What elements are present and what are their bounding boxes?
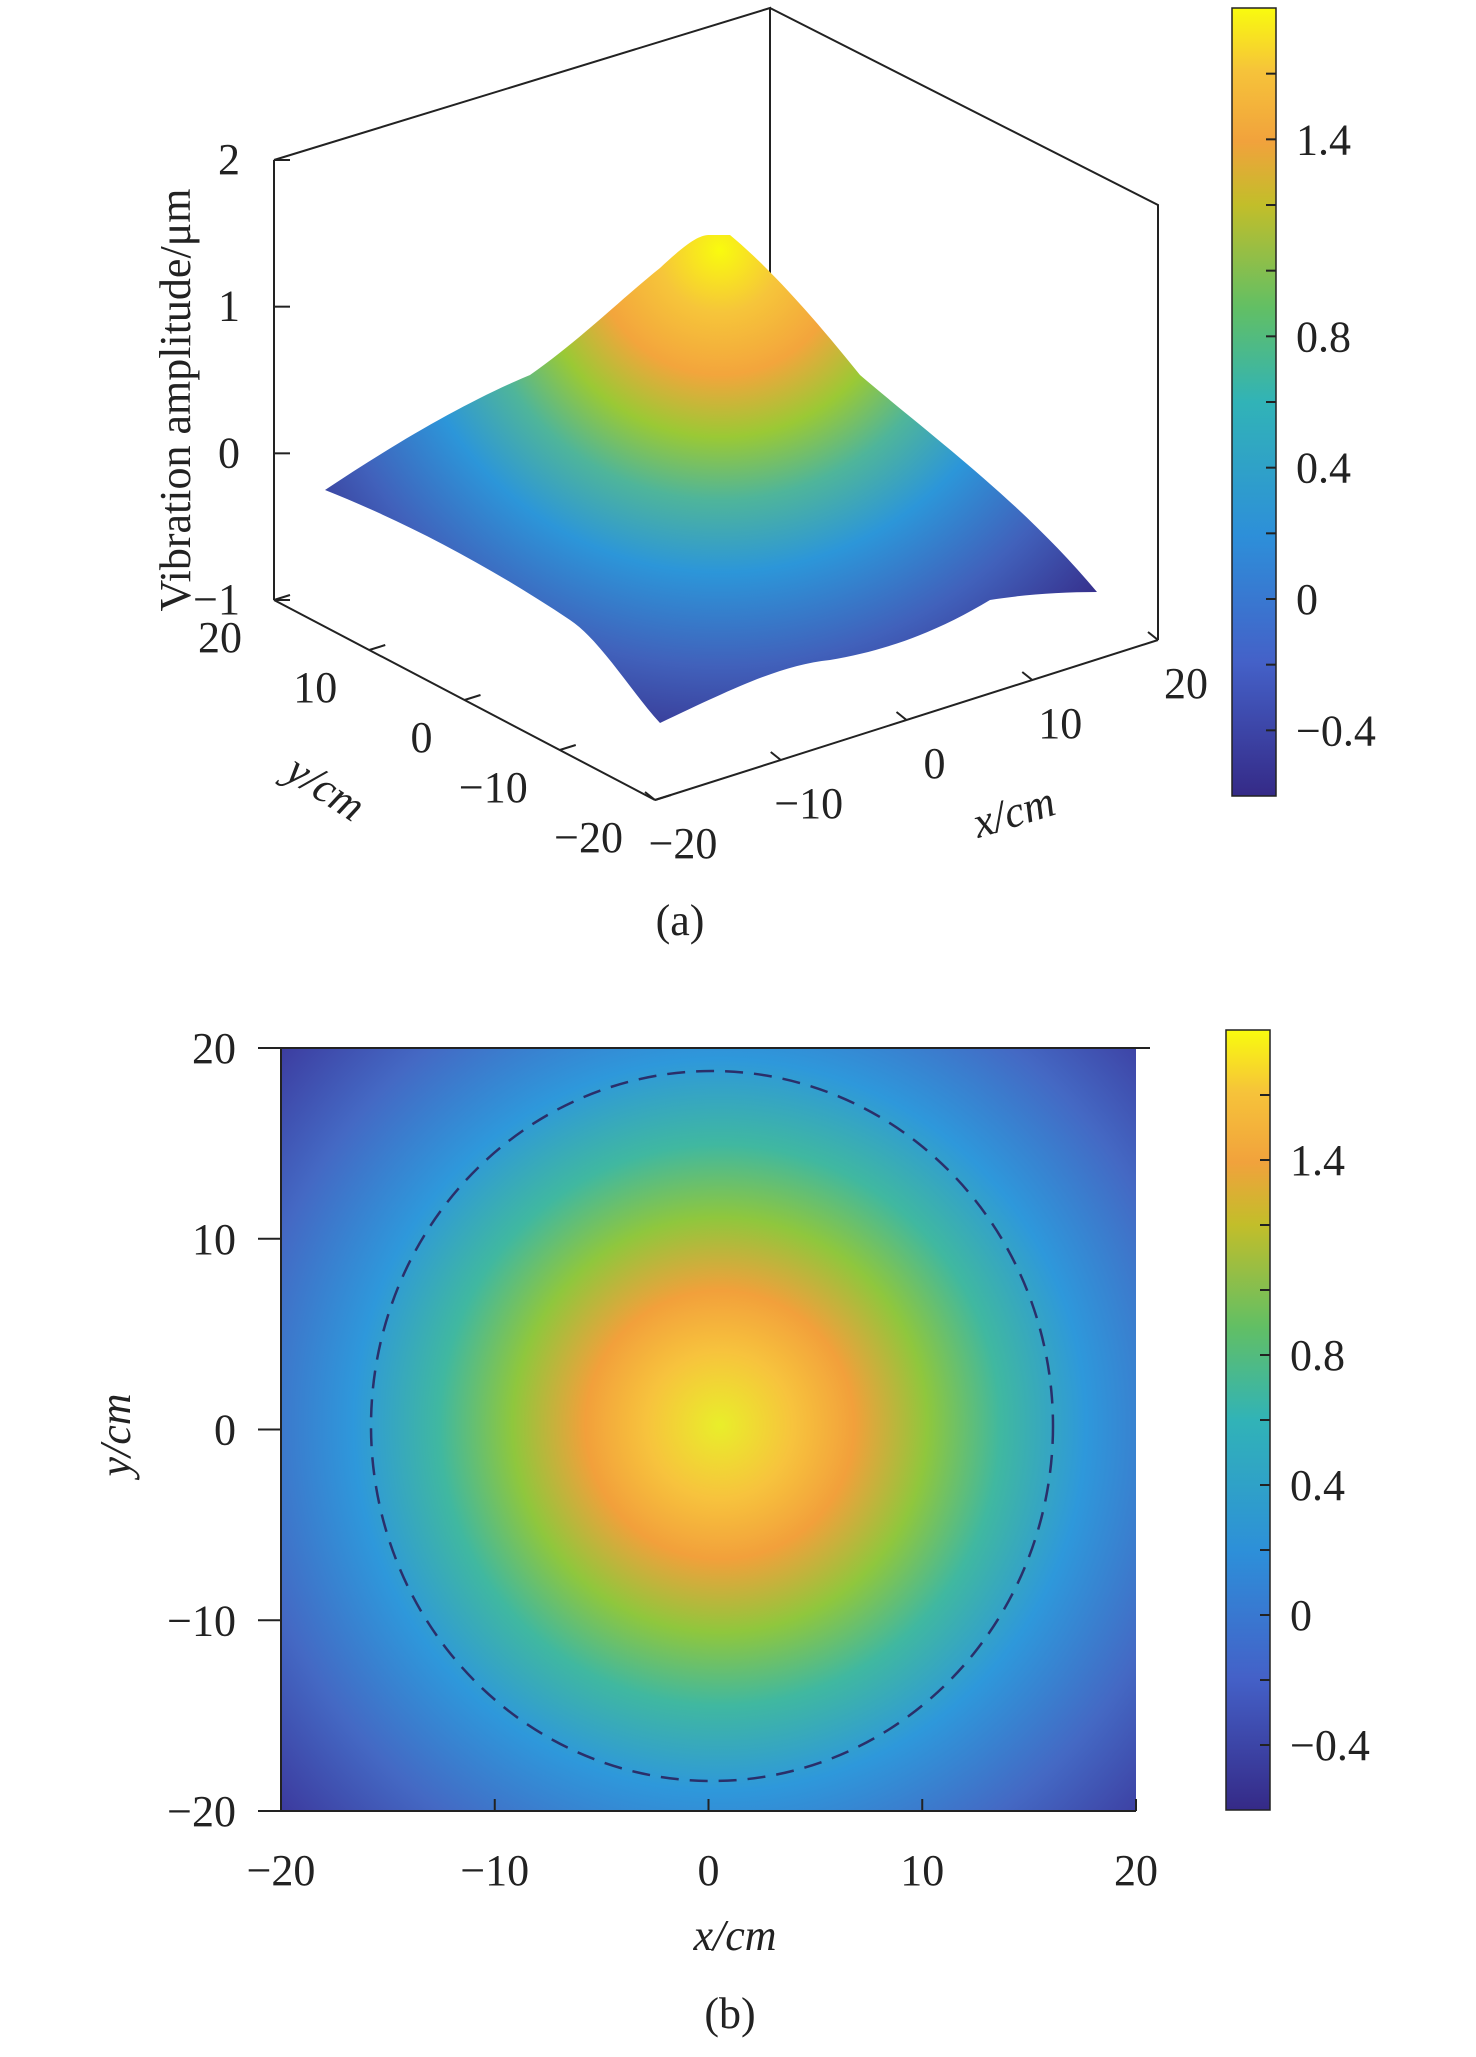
x-tick-label: 10 [1038,699,1082,748]
y-tick-label: 0 [411,713,433,762]
x-tick [644,791,656,801]
box-back-right [769,7,1159,640]
colorbar-tick-label: 0.4 [1290,1461,1345,1510]
x-tick-label-b: −20 [247,1846,316,1895]
colorbar-tick-label: 0.8 [1290,1331,1345,1380]
x-tick-label-b: 0 [698,1846,720,1895]
x-tick-label: 20 [1164,659,1208,708]
z-tick-label: 1 [218,282,240,331]
y-tick-label-b: 20 [192,1024,236,1073]
y-tick [368,644,386,651]
x-tick-label-b: −10 [460,1846,529,1895]
x-tick-label: 0 [924,739,946,788]
x-tick-group: −20 −10 0 10 20 [644,631,1208,868]
y-tick-label: −20 [554,813,623,862]
x-tick-label-b: 10 [900,1846,944,1895]
x-tick-label-b: 20 [1114,1846,1158,1895]
colorbar-b-ticks: 1.4 0.8 0.4 0 −0.4 [1260,1094,1370,1770]
panel-b: −20 −10 0 10 20 −20 −10 0 10 20 x/cm y/cm 1.4 0.8… [91,1024,1370,2038]
y-tick-label: 20 [198,613,242,662]
y-tick-label-b: 10 [192,1215,236,1264]
y-tick [654,794,672,801]
z-tick-label: 2 [218,135,240,184]
z-tick-label: 0 [218,428,240,477]
y-tick [559,744,577,751]
y-tick-group: 20 10 0 −10 −20 [198,594,672,862]
x-tick [1021,671,1033,681]
x-tick [770,751,782,761]
colorbar-tick-label: 0.8 [1296,312,1351,361]
x-tick [1147,631,1159,641]
x-axis-title: x/cm [966,777,1061,848]
x-tick-group-b: −20 −10 0 10 20 [247,1799,1158,1895]
x-tick-label: −20 [649,819,718,868]
z-tick-group: −1 0 1 2 [193,135,290,624]
x-tick-label: −10 [774,779,843,828]
y-tick [464,694,481,701]
y-tick-label-b: −20 [167,1787,236,1836]
colorbar-tick-label: 0 [1290,1591,1312,1640]
x-tick [895,711,908,721]
dashed-circle [369,1069,1055,1783]
y-tick-label: −10 [459,763,528,812]
surface-mesh [325,235,1097,723]
colorbar-tick-label: −0.4 [1296,706,1376,755]
colorbar-tick-label: 0 [1296,575,1318,624]
colorbar-tick-label: 1.4 [1290,1136,1345,1185]
y-tick-label-b: −10 [167,1596,236,1645]
z-tick-label: −1 [193,575,240,624]
colorbar-tick-label: 0.4 [1296,444,1351,493]
y-tick-group-b: −20 −10 0 10 20 [167,1024,281,1836]
y-tick-label-b: 0 [214,1406,236,1455]
y-axis-title-b: y/cm [91,1393,140,1480]
y-tick-label: 10 [293,663,337,712]
y-tick [273,594,291,601]
z-axis-title: Vibration amplitude/μm [151,189,200,612]
caption-b: (b) [704,1989,755,2038]
caption-a: (a) [656,896,705,945]
colorbar-tick-label: −0.4 [1290,1721,1370,1770]
colorbar-a-ticks: 1.4 0.8 0.4 0 −0.4 [1266,72,1376,755]
x-axis-title-b: x/cm [692,1911,776,1960]
colorbar-tick-label: 1.4 [1296,115,1351,164]
heatmap [281,1048,1136,1811]
y-axis-title: y/cm [274,742,374,831]
